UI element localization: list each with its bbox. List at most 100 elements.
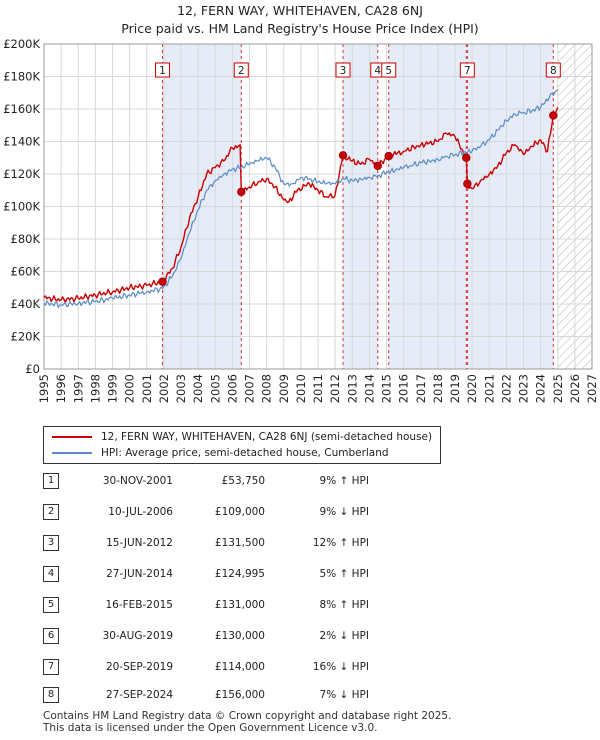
table-row: 3 15-JUN-2012 £131,500 12% ↑ HPI — [43, 533, 443, 553]
attribution-footer: Contains HM Land Registry data © Crown c… — [43, 710, 452, 734]
sale-price: £109,000 — [214, 506, 265, 518]
property-price-line — [43, 107, 559, 304]
sale-price: £53,750 — [221, 475, 265, 487]
sale-hpi-diff: 16% ↓ HPI — [312, 661, 369, 673]
sale-price: £130,000 — [214, 630, 265, 642]
sale-price: £131,500 — [214, 537, 265, 549]
sale-point — [237, 187, 246, 197]
price-chart: £0 £20K £40K £60K £80K £100K £120K £140K £160K £1… — [3, 37, 599, 403]
table-row: 5 16-FEB-2015 £131,000 8% ↑ HPI — [43, 595, 443, 615]
sale-point — [384, 151, 393, 161]
sale-price: £156,000 — [214, 689, 265, 701]
legend-label-hpi: HPI: Average price, semi-detached house,… — [101, 447, 389, 459]
x-tick-label: 2003 — [174, 374, 188, 403]
x-tick-label: 2017 — [414, 374, 428, 403]
chart-title: 12, FERN WAY, WHITEHAVEN, CA28 6NJ — [177, 3, 423, 18]
table-row: 8 27-SEP-2024 £156,000 7% ↓ HPI — [43, 685, 443, 705]
x-tick-label: 2006 — [225, 374, 239, 403]
x-tick-label: 2002 — [157, 374, 171, 403]
sale-marker-label: 5 — [385, 65, 392, 77]
table-row: 7 20-SEP-2019 £114,000 16% ↓ HPI — [43, 657, 443, 677]
x-tick-label: 1995 — [37, 374, 51, 403]
x-tick-label: 1997 — [71, 374, 85, 403]
sale-date: 15-JUN-2012 — [106, 537, 173, 549]
x-tick-label: 2011 — [311, 374, 325, 403]
y-tick-label: £160K — [3, 102, 40, 116]
sale-price: £124,995 — [214, 568, 265, 580]
sale-hpi-diff: 12% ↑ HPI — [312, 537, 369, 549]
sale-point — [373, 161, 382, 171]
sale-hpi-diff: 2% ↓ HPI — [319, 630, 369, 642]
sale-hpi-diff: 8% ↑ HPI — [319, 599, 369, 611]
sale-point — [158, 277, 167, 286]
x-tick-label: 2016 — [397, 374, 411, 403]
sale-date: 16-FEB-2015 — [105, 599, 173, 611]
y-tick-label: £20K — [11, 330, 41, 344]
sale-marker-badge — [335, 62, 351, 78]
sale-date: 30-AUG-2019 — [102, 630, 173, 642]
hpi-line — [43, 89, 559, 308]
x-tick-label: 2018 — [431, 374, 445, 403]
y-tick-label: £200K — [3, 37, 40, 51]
x-tick-label: 2025 — [551, 374, 565, 403]
y-tick-label: £60K — [11, 265, 41, 279]
x-tick-label: 2013 — [345, 374, 359, 403]
x-tick-label: 1998 — [88, 374, 102, 403]
x-tick-label: 1996 — [54, 374, 68, 403]
sale-number-badge: 8 — [43, 687, 59, 703]
chart-subtitle: Price paid vs. HM Land Registry's House … — [121, 21, 479, 36]
x-tick-label: 2008 — [260, 374, 274, 403]
y-tick-label: £120K — [3, 167, 40, 181]
sale-hpi-diff: 9% ↓ HPI — [319, 506, 369, 518]
table-row: 1 30-NOV-2001 £53,750 9% ↑ HPI — [43, 471, 443, 491]
attribution-line-2: This data is licensed under the Open Gov… — [43, 721, 378, 734]
sale-number-badge: 6 — [43, 628, 59, 644]
legend-swatch-hpi — [52, 452, 92, 454]
legend-item-hpi: HPI: Average price, semi-detached house,… — [52, 445, 389, 461]
y-tick-label: £180K — [3, 70, 40, 84]
sale-marker-label: 2 — [238, 65, 245, 77]
sale-marker-badge — [459, 62, 475, 78]
plot-frame — [43, 43, 593, 370]
sale-marker-badge — [545, 62, 561, 78]
x-tick-label: 2026 — [568, 374, 582, 403]
sale-number-badge: 4 — [43, 566, 59, 582]
sale-marker-badge — [155, 62, 171, 78]
attribution-line-1: Contains HM Land Registry data © Crown c… — [43, 710, 452, 722]
sale-point — [549, 111, 558, 120]
legend-item-property: 12, FERN WAY, WHITEHAVEN, CA28 6NJ (semi… — [52, 429, 432, 445]
sale-point — [463, 179, 472, 188]
legend-label-property: 12, FERN WAY, WHITEHAVEN, CA28 6NJ (semi… — [101, 431, 433, 443]
sale-date: 10-JUL-2006 — [108, 506, 173, 518]
x-tick-label: 2024 — [534, 374, 548, 403]
sale-marker-label: 7 — [464, 65, 471, 77]
x-tick-label: 2007 — [243, 374, 257, 403]
y-tick-label: £0 — [25, 362, 40, 376]
x-tick-label: 2022 — [499, 374, 513, 403]
sale-marker-label: 3 — [340, 65, 347, 77]
legend-swatch-property — [52, 436, 92, 438]
sale-date: 27-JUN-2014 — [106, 568, 173, 580]
x-tick-label: 2023 — [517, 374, 531, 403]
x-tick-label: 2012 — [328, 374, 342, 403]
y-tick-label: £140K — [3, 135, 40, 149]
sale-marker-label: 8 — [550, 65, 557, 77]
x-tick-label: 2020 — [465, 374, 479, 403]
table-row: 2 10-JUL-2006 £109,000 9% ↓ HPI — [43, 502, 443, 522]
x-tick-label: 2015 — [380, 374, 394, 403]
x-tick-label: 2001 — [140, 374, 154, 403]
y-tick-label: £40K — [11, 297, 41, 311]
sale-hpi-diff: 5% ↑ HPI — [319, 568, 369, 580]
sale-number-badge: 7 — [43, 659, 59, 675]
sale-number-badge: 3 — [43, 535, 59, 551]
y-tick-label: £80K — [11, 232, 41, 246]
table-row: 4 27-JUN-2014 £124,995 5% ↑ HPI — [43, 564, 443, 584]
sale-marker-label: 1 — [159, 65, 166, 77]
x-tick-label: 2004 — [191, 374, 205, 403]
sale-number-badge: 5 — [43, 597, 59, 613]
sale-number-badge: 1 — [43, 473, 59, 489]
sale-marker-badge — [233, 62, 249, 78]
sale-date: 20-SEP-2019 — [105, 661, 173, 673]
x-tick-label: 2027 — [585, 374, 599, 403]
x-tick-label: 2021 — [482, 374, 496, 403]
